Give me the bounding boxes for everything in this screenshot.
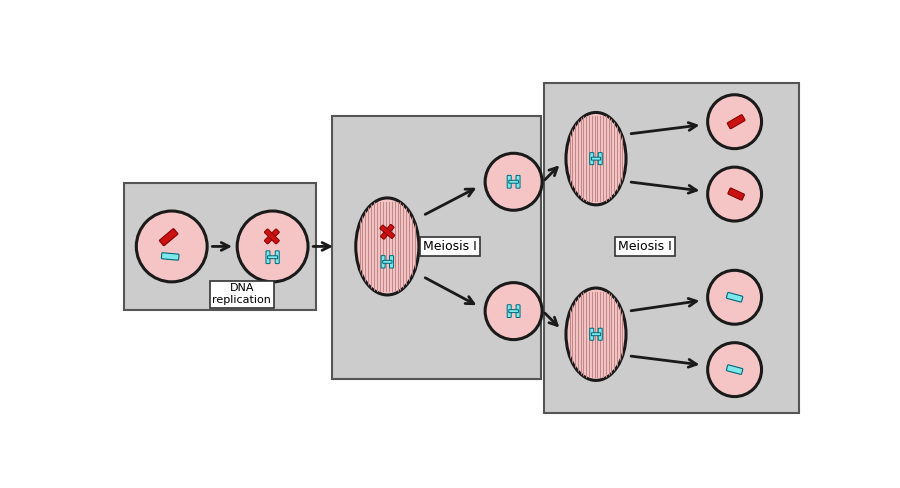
FancyBboxPatch shape <box>382 261 392 264</box>
FancyBboxPatch shape <box>508 175 511 188</box>
FancyBboxPatch shape <box>727 115 745 129</box>
FancyBboxPatch shape <box>726 365 742 374</box>
Ellipse shape <box>707 343 761 397</box>
FancyBboxPatch shape <box>159 229 178 245</box>
Text: Meiosis I: Meiosis I <box>423 240 477 253</box>
Bar <box>332 116 541 379</box>
FancyBboxPatch shape <box>590 328 594 340</box>
Bar <box>544 83 798 413</box>
Ellipse shape <box>566 112 626 205</box>
FancyBboxPatch shape <box>380 225 395 239</box>
Ellipse shape <box>707 270 761 324</box>
FancyBboxPatch shape <box>381 224 394 239</box>
Text: DNA
replication: DNA replication <box>212 284 271 305</box>
FancyBboxPatch shape <box>508 180 518 183</box>
Ellipse shape <box>566 288 626 381</box>
FancyBboxPatch shape <box>390 256 393 268</box>
FancyBboxPatch shape <box>161 253 179 260</box>
Ellipse shape <box>485 283 542 340</box>
Ellipse shape <box>707 95 761 149</box>
FancyBboxPatch shape <box>508 310 518 313</box>
FancyBboxPatch shape <box>381 256 385 268</box>
Ellipse shape <box>707 167 761 221</box>
Ellipse shape <box>238 211 308 282</box>
Ellipse shape <box>356 198 418 295</box>
FancyBboxPatch shape <box>591 157 600 160</box>
FancyBboxPatch shape <box>598 328 602 340</box>
FancyBboxPatch shape <box>508 305 511 318</box>
FancyBboxPatch shape <box>591 333 600 336</box>
FancyBboxPatch shape <box>266 251 270 264</box>
FancyBboxPatch shape <box>726 292 742 302</box>
Ellipse shape <box>136 211 207 282</box>
FancyBboxPatch shape <box>590 153 594 164</box>
Bar <box>124 183 317 309</box>
Ellipse shape <box>485 153 542 210</box>
FancyBboxPatch shape <box>267 256 277 259</box>
FancyBboxPatch shape <box>728 188 744 200</box>
FancyBboxPatch shape <box>275 251 279 264</box>
FancyBboxPatch shape <box>516 175 520 188</box>
Text: Meiosis I: Meiosis I <box>617 240 671 253</box>
FancyBboxPatch shape <box>265 229 279 244</box>
FancyBboxPatch shape <box>598 153 602 164</box>
FancyBboxPatch shape <box>516 305 520 318</box>
FancyBboxPatch shape <box>265 229 279 244</box>
